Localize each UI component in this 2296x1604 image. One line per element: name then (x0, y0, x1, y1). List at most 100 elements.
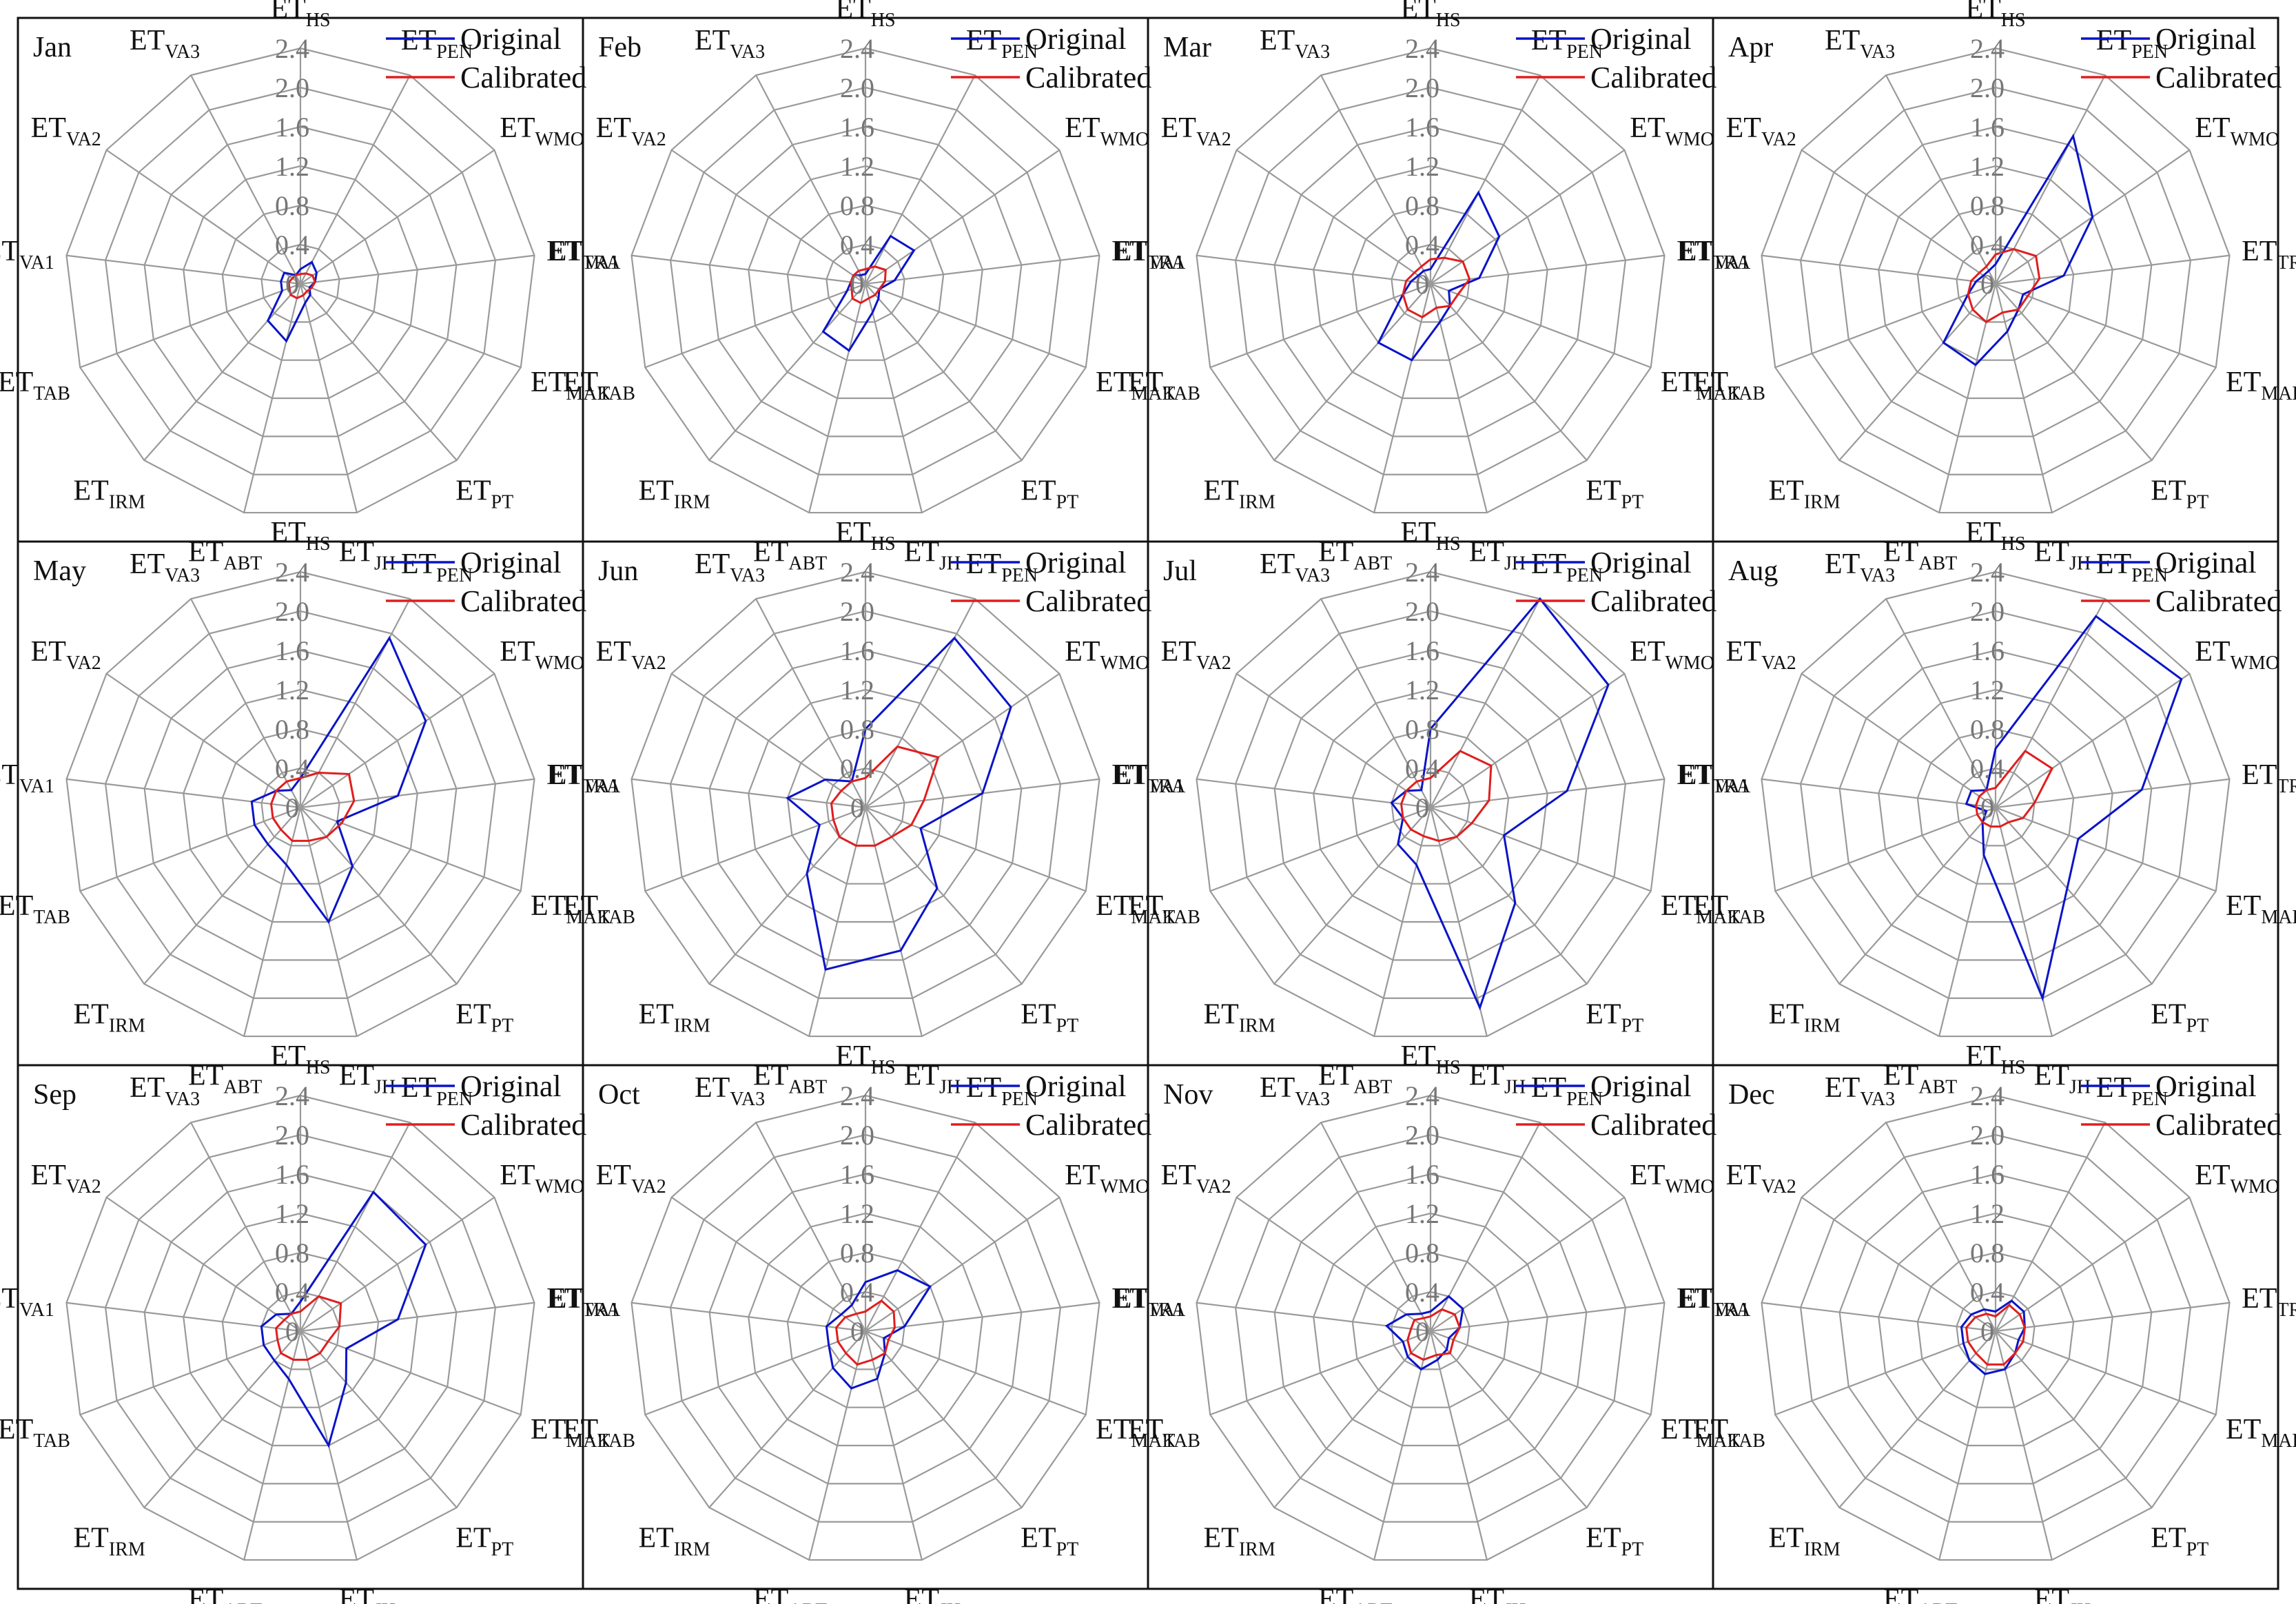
grid-spoke (1885, 74, 1996, 285)
axis-label-sub: VA3 (1295, 1089, 1330, 1110)
panel-sep: 00.40.81.21.62.02.4ETHSETPENETWMOETTRAET… (0, 1040, 621, 1604)
grid-spoke (1429, 1330, 1488, 1561)
radial-tick-label: 2.0 (275, 1120, 309, 1151)
panel-title: Jul (1163, 555, 1197, 587)
axis-label-sub: HS (306, 533, 331, 555)
axis-label-main: ET (1630, 112, 1665, 144)
axis-label-main: ET (1204, 475, 1239, 506)
axis-label-va2: ETVA2 (1161, 1160, 1231, 1197)
grid-spoke (865, 1330, 1087, 1416)
axis-label-main: ET (2195, 112, 2230, 144)
radial-tick-label: 2.0 (275, 72, 309, 103)
axis-label-sub: VA3 (730, 1089, 765, 1110)
axis-label-irm: ETIRM (74, 998, 145, 1036)
axis-label-sub: JH (374, 553, 396, 574)
axis-label-sub: PEN (1001, 565, 1038, 586)
series-calibrated-line (1402, 256, 1471, 319)
series-calibrated-line (1400, 750, 1493, 842)
grid-spoke (243, 807, 302, 1037)
axis-label-sub: VA1 (1714, 252, 1750, 274)
radial-tick-label: 2.4 (840, 557, 874, 588)
grid-ring (1916, 1251, 2075, 1408)
axis-label-abt: ETABT (188, 1583, 262, 1604)
radial-tick-label: 1.6 (275, 112, 309, 143)
axis-label-hs: ETHS (1965, 0, 2025, 31)
grid-spoke (243, 283, 302, 513)
grid-ring (786, 1251, 945, 1408)
grid-spoke (1995, 1330, 2217, 1416)
axis-label-main: ET (563, 1414, 598, 1446)
axis-label-sub: VA2 (631, 652, 666, 674)
axis-label-sub: ABT (1353, 1600, 1392, 1604)
axis-label-main: ET (130, 548, 165, 580)
axis-label-main: ET (2034, 1583, 2069, 1604)
grid-spoke (1196, 254, 1431, 285)
axis-label-pen: ETPEN (966, 548, 1038, 586)
axis-label-main: ET (1021, 1522, 1056, 1554)
axis-label-sub: PT (2186, 1539, 2209, 1560)
axis-label-sub: HS (1436, 1057, 1461, 1078)
grid-ring (669, 86, 1062, 475)
axis-label-pt: ETPT (1586, 1522, 1643, 1560)
grid-ring (1391, 767, 1470, 847)
axis-label-sub: JH (939, 1076, 961, 1098)
axis-label-main: ET (1586, 1522, 1621, 1554)
radial-tick-label: 0 (1415, 1316, 1429, 1347)
grid-spoke (1430, 598, 1541, 808)
grid-spoke (1774, 282, 1996, 369)
axis-label-wmo: ETWMO (1065, 636, 1149, 674)
grid-spoke (1320, 598, 1431, 808)
axis-label-tab: ETTAB (563, 890, 635, 928)
radial-tick-label: 2.0 (1405, 1120, 1439, 1151)
axis-label-va2: ETVA2 (1161, 112, 1231, 150)
grid-spoke (66, 254, 301, 285)
panel-aug: 00.40.81.21.62.02.4ETHSETPENETWMOETTRAET… (1679, 517, 2296, 1098)
grid-spoke (644, 282, 866, 369)
axis-label-pen: ETPEN (966, 1072, 1038, 1110)
axis-label-main: ET (401, 1072, 436, 1104)
axis-label-main: ET (1677, 759, 1712, 791)
axis-label-sub: VA1 (19, 1299, 54, 1321)
axis-label-mak: ETMAK (1661, 1414, 1741, 1452)
axis-label-pt: ETPT (1021, 475, 1078, 513)
axis-label-va2: ETVA2 (1726, 112, 1796, 150)
axis-label-hs: ETHS (1400, 1040, 1460, 1078)
series-original-line (266, 260, 318, 343)
axis-label-main: ET (1021, 475, 1056, 506)
axis-label-main: ET (74, 998, 109, 1030)
axis-label-sub: WMO (1665, 652, 1715, 674)
panel-title: Aug (1728, 555, 1778, 587)
radial-tick-label: 0.4 (840, 229, 874, 260)
grid-spoke (1761, 254, 1996, 285)
axis-label-sub: IRM (109, 491, 145, 513)
radial-tick-label: 0.4 (1405, 753, 1439, 784)
axis-label-hs: ETHS (835, 0, 895, 31)
axis-label-main: ET (0, 367, 33, 398)
series-original-line (250, 635, 427, 925)
legend-label-original: Original (1025, 1069, 1127, 1103)
axis-label-main: ET (639, 998, 674, 1030)
grid-spoke (1320, 74, 1431, 285)
axis-label-tab: ETTAB (0, 1414, 70, 1452)
panel-nov: 00.40.81.21.62.02.4ETHSETPENETWMOETTRAET… (1114, 1040, 1751, 1604)
axis-label-sub: VA2 (631, 129, 666, 150)
radial-tick-label: 1.6 (1405, 1159, 1439, 1190)
axis-label-sub: TRA (582, 252, 621, 274)
axis-label-sub: WMO (2231, 1176, 2280, 1197)
legend-label-original: Original (1590, 546, 1692, 579)
axis-label-pt: ETPT (2151, 1522, 2208, 1560)
grid-ring (1234, 1133, 1627, 1523)
grid-ring (1838, 649, 2153, 961)
legend-label-calibrated: Calibrated (460, 61, 586, 94)
axis-label-tra: ETTRA (546, 759, 621, 797)
axis-label-tab: ETTAB (1693, 367, 1765, 404)
grid-spoke (755, 598, 866, 808)
axis-label-main: ET (2195, 1160, 2230, 1191)
grid-spoke (243, 1330, 302, 1561)
axis-label-sub: TAB (1163, 907, 1200, 928)
axis-label-sub: VA1 (1149, 252, 1185, 274)
axis-label-main: ET (0, 1283, 19, 1315)
series-calibrated-line (834, 1299, 896, 1366)
legend-label-calibrated: Calibrated (2155, 61, 2282, 94)
axis-label-tra: ETTRA (2242, 1283, 2296, 1321)
